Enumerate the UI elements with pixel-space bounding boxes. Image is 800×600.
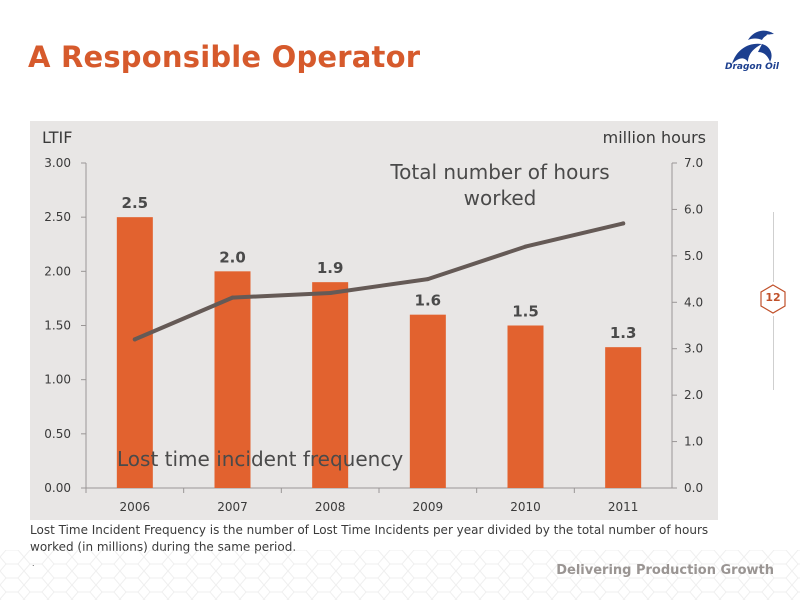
bar-data-label: 1.3 (610, 324, 637, 342)
y-right-tick-label: 2.0 (684, 388, 703, 402)
bar (507, 325, 544, 488)
line-annotation-line-1: Total number of hours (389, 160, 609, 184)
side-divider-top (773, 212, 774, 282)
bar-data-label: 1.6 (415, 292, 442, 310)
bar-data-label: 2.0 (219, 248, 246, 266)
x-tick-label: 2008 (315, 500, 346, 514)
tagline: Delivering Production Growth (556, 563, 774, 578)
line-point (132, 337, 137, 342)
bar (605, 347, 642, 488)
y-left-tick-label: 2.00 (44, 264, 71, 278)
line-annotation-line-2: worked (464, 186, 537, 210)
page-number: 12 (765, 291, 781, 304)
logo-text: Dragon Oil (725, 62, 779, 72)
line-point (621, 221, 626, 226)
bar-data-label: 2.5 (122, 194, 149, 212)
x-tick-label: 2010 (510, 500, 541, 514)
bar (116, 217, 153, 488)
background-pattern (0, 550, 800, 600)
y-right-tick-label: 5.0 (684, 249, 703, 263)
y-left-tick-label: 2.50 (44, 210, 71, 224)
y-right-tick-label: 6.0 (684, 202, 703, 216)
y-left-axis-title: LTIF (42, 128, 72, 147)
bar (312, 282, 349, 488)
bar-data-label: 1.9 (317, 259, 344, 277)
side-divider-bottom (773, 316, 774, 390)
y-right-tick-label: 3.0 (684, 342, 703, 356)
y-left-tick-label: 0.00 (44, 481, 71, 495)
combo-chart: 0.00 0.50 1.00 1.50 2.00 2.50 3.00 0.0 1.0 2.0 3.0… (42, 128, 706, 514)
y-right-axis-title: million hours (603, 128, 706, 147)
chart-panel: 0.00 0.50 1.00 1.50 2.00 2.50 3.00 0.0 1.0 2.0 3.0… (30, 121, 718, 520)
line-point (328, 291, 333, 295)
x-tick-label: 2011 (608, 500, 639, 514)
line-series-hours-worked (132, 221, 626, 342)
y-left-tick-label: 1.00 (44, 373, 71, 387)
line-point (230, 295, 235, 300)
y-right-tick-label: 4.0 (684, 295, 703, 309)
line-point (523, 244, 528, 249)
bar (214, 271, 251, 488)
y-left-tick-label: 1.50 (44, 319, 71, 333)
page-number-badge: 12 (760, 284, 786, 314)
x-tick-label: 2007 (217, 500, 248, 514)
bar (409, 314, 446, 488)
line-point (425, 277, 430, 282)
bar-annotation: Lost time incident frequency (117, 447, 403, 471)
x-tick-label: 2009 (413, 500, 444, 514)
y-right-tick-label: 0.0 (684, 481, 703, 495)
hexagon-icon (760, 284, 786, 314)
y-left-tick-label: 3.00 (44, 156, 71, 170)
bar-data-label: 1.5 (512, 303, 539, 321)
y-left-tick-label: 0.50 (44, 427, 71, 441)
slide-title: A Responsible Operator (28, 40, 421, 74)
y-right-tick-label: 7.0 (684, 156, 703, 170)
y-right-tick-label: 1.0 (684, 435, 703, 449)
x-tick-label: 2006 (120, 500, 151, 514)
dragon-oil-logo-icon (732, 30, 774, 64)
